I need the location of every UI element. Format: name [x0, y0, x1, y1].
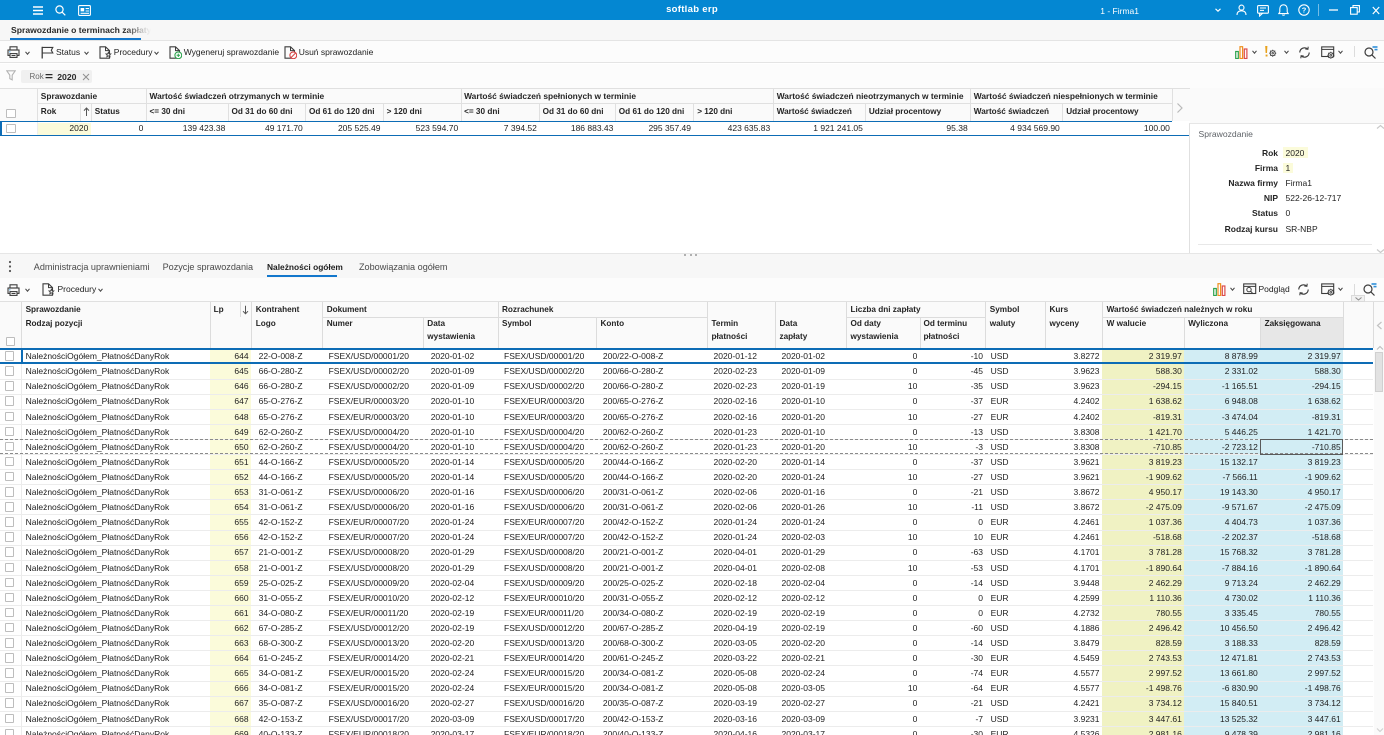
- svg-text:?: ?: [1302, 6, 1307, 15]
